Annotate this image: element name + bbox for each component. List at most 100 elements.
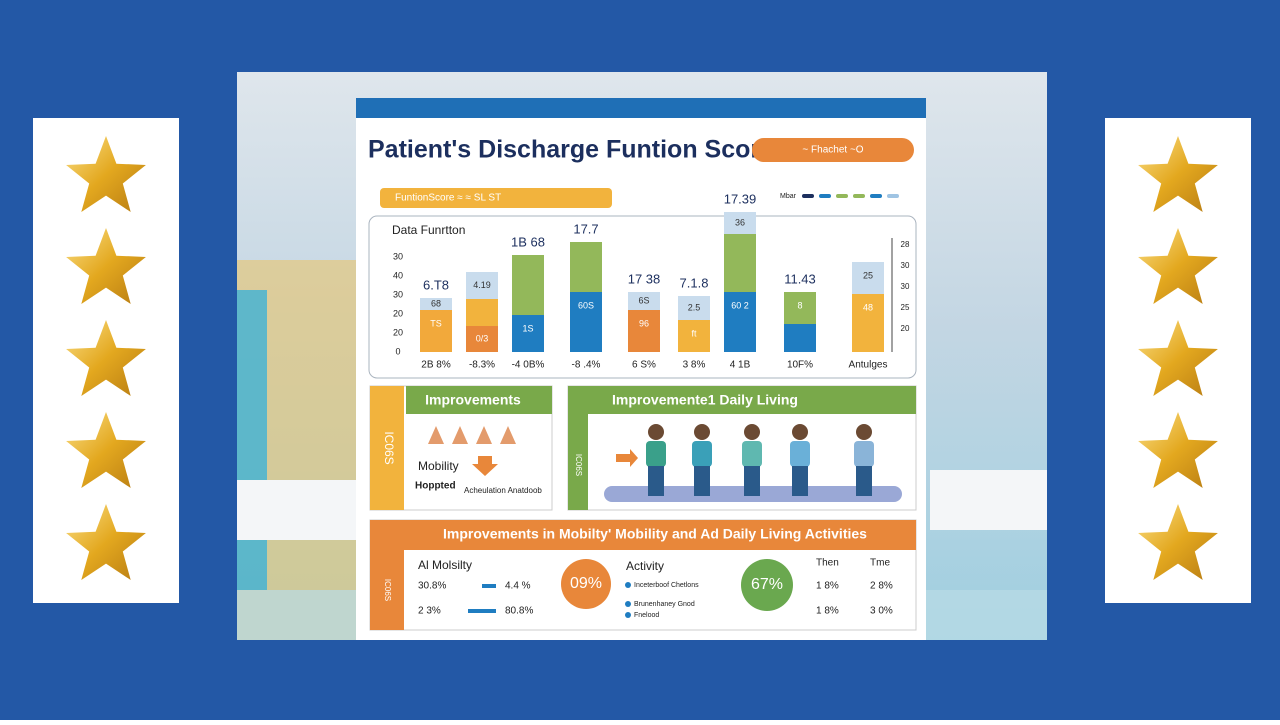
label: Then: [816, 558, 839, 569]
person-body: [646, 441, 666, 467]
segment-label: ft: [691, 328, 697, 338]
person-head: [856, 424, 872, 440]
bar-segment: [724, 212, 756, 234]
person-legs: [694, 466, 710, 496]
y-tick-label: 40: [393, 270, 403, 280]
badge: [752, 138, 914, 162]
x-label: 4 1B: [730, 360, 751, 371]
bar-segment: [852, 294, 884, 352]
bar-segment: [852, 262, 884, 294]
person-legs: [648, 466, 664, 496]
x-label: -4 0B%: [512, 360, 545, 371]
star: [66, 228, 146, 304]
bar-segment: [420, 298, 452, 310]
side-strip: [370, 520, 404, 630]
y-tick-label: 25: [901, 303, 910, 312]
legend-right: Mbar: [780, 193, 797, 200]
bar-segment: [512, 315, 544, 352]
arrow: [468, 584, 496, 613]
side-text: IC06S: [574, 454, 583, 476]
bar-segment: [570, 292, 602, 352]
person-body: [742, 441, 762, 467]
panel-title: Improvemente1 Daily Living: [612, 392, 798, 408]
item: Brunenhaney Gnod: [634, 601, 695, 608]
segment-label: 2.5: [688, 302, 701, 312]
legend-swatch: [802, 194, 814, 198]
title: Patient's Discharge Funtion Score: [368, 136, 774, 164]
segment-label: 60 2: [731, 300, 749, 310]
x-label: 3 8%: [683, 360, 706, 371]
star: [1138, 136, 1218, 212]
circle-text: 67%: [751, 576, 783, 593]
bar-segment: [512, 255, 544, 315]
star: [66, 504, 146, 580]
panel-header: [406, 386, 552, 414]
label: Al Molsilty: [418, 558, 472, 572]
badge-text: ~ Fhachet ~O: [802, 145, 863, 156]
y-tick-label: 0: [395, 346, 400, 356]
y-tick-label: 30: [901, 261, 910, 270]
item: Inceterboof Chetlons: [634, 582, 699, 589]
bar-segment: [784, 324, 816, 352]
segment-label: 6S: [638, 295, 649, 305]
segment-label: 8: [797, 300, 802, 310]
y-tick-label: 20: [901, 324, 910, 333]
person-head: [648, 424, 664, 440]
bar-segment: [570, 242, 602, 292]
side-text: IC06S: [382, 431, 396, 464]
x-label: Antulges: [849, 360, 888, 371]
person-body: [692, 441, 712, 467]
bed: [930, 470, 1047, 530]
side-strip: [370, 386, 404, 510]
panel-header: [404, 520, 916, 550]
y-tick-label: 30: [393, 289, 403, 299]
legend-swatch: [887, 194, 899, 198]
label: Activity: [626, 559, 664, 573]
segment-label: 0/3: [476, 333, 489, 343]
bar-segment: [724, 292, 756, 352]
value: 1 8%: [816, 581, 839, 592]
label: Tme: [870, 558, 890, 569]
y-tick-label: 20: [393, 327, 403, 337]
curtain: [237, 290, 267, 590]
panel-title: Improvements in Mobilty' Mobility and Ad…: [443, 526, 867, 542]
panel-title: Improvements: [425, 392, 521, 408]
segment-label: 68: [431, 298, 441, 308]
circle: [561, 559, 611, 609]
column-top-label: 6.T8: [423, 277, 449, 292]
note: Acheulation Anatdoob: [464, 486, 542, 495]
bar-segment: [420, 310, 452, 352]
person-legs: [744, 466, 760, 496]
bar-segment: [628, 292, 660, 310]
star: [66, 320, 146, 396]
bar-segment: [678, 320, 710, 352]
legend-swatch: [870, 194, 882, 198]
panel-header: [588, 386, 916, 414]
value: 4.4 %: [505, 581, 531, 592]
y-tick-label: 20: [393, 308, 403, 318]
segment-label: 96: [639, 318, 649, 328]
bar-segment: [466, 299, 498, 326]
column-top-label: 17.7: [573, 221, 598, 236]
value: 80.8%: [505, 606, 533, 617]
bar-segment: [678, 296, 710, 320]
chart-heading: Data Funrtton: [392, 223, 465, 237]
circle: [741, 559, 793, 611]
person-head: [792, 424, 808, 440]
person-head: [694, 424, 710, 440]
mobility: Mobility: [418, 459, 459, 473]
bed: [237, 480, 357, 540]
legend-swatch: [819, 194, 831, 198]
value: 30.8%: [418, 581, 446, 592]
bullet: [625, 601, 631, 607]
bullet: [625, 582, 631, 588]
star: [1138, 504, 1218, 580]
star: [1138, 412, 1218, 488]
bullet: [625, 612, 631, 618]
legend-bar: [380, 188, 612, 208]
column-top-label: 17 38: [628, 271, 661, 286]
person-head: [744, 424, 760, 440]
segment-label: TS: [430, 318, 442, 328]
